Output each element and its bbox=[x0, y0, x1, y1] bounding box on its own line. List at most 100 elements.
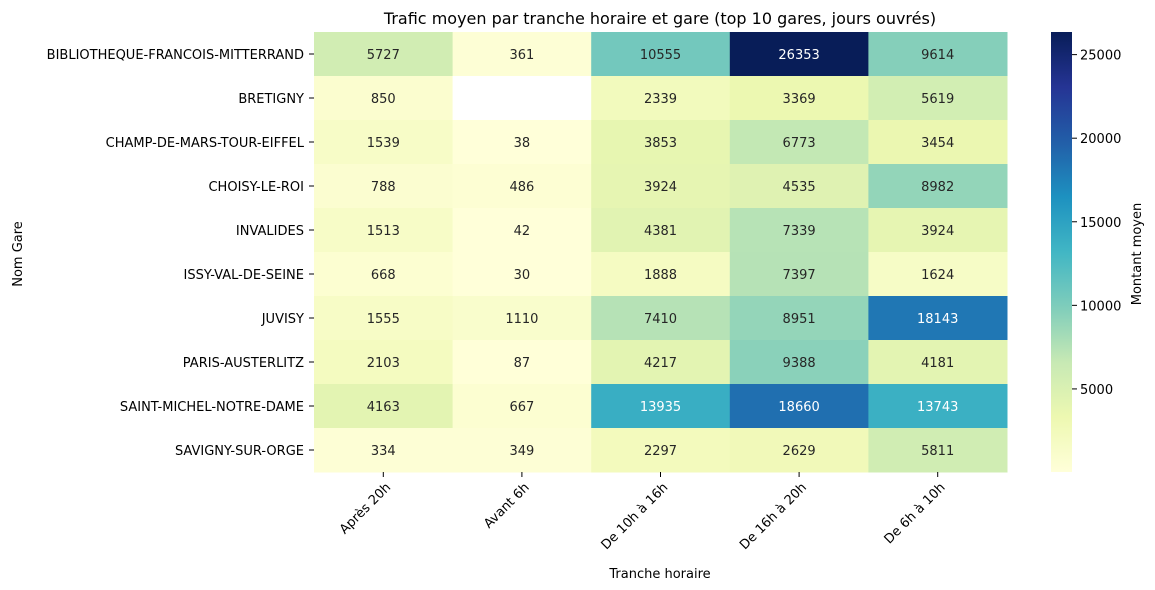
cell-value-label: 9388 bbox=[783, 356, 816, 371]
cell-value-label: 349 bbox=[509, 444, 534, 459]
cell-value-label: 1555 bbox=[367, 312, 400, 327]
cell-value-label: 2103 bbox=[367, 356, 400, 371]
cell-value-label: 87 bbox=[514, 356, 531, 371]
row-tick-label: CHAMP-DE-MARS-TOUR-EIFFEL bbox=[106, 136, 305, 151]
cell-value-label: 5619 bbox=[921, 92, 954, 107]
cell-value-label: 9614 bbox=[921, 48, 954, 63]
cell-value-label: 7397 bbox=[783, 268, 816, 283]
heatmap-cell-empty bbox=[452, 76, 592, 121]
row-tick-label: BIBLIOTHEQUE-FRANCOIS-MITTERRAND bbox=[47, 48, 304, 63]
column-tick-label: De 16h à 20h bbox=[737, 480, 810, 553]
row-tick-label: PARIS-AUSTERLITZ bbox=[183, 356, 304, 371]
heatmap-cell bbox=[314, 32, 454, 77]
heatmap-cell bbox=[452, 384, 592, 429]
heatmap-cell bbox=[868, 76, 1008, 121]
heatmap-cell bbox=[868, 384, 1008, 429]
cell-value-label: 4217 bbox=[644, 356, 677, 371]
heatmap-cell bbox=[314, 340, 454, 385]
heatmap-cell bbox=[868, 120, 1008, 165]
heatmap-cell bbox=[314, 384, 454, 429]
cell-value-label: 3924 bbox=[921, 224, 954, 239]
colorbar-ticks: 5000 10000 15000 20000 25000 bbox=[1072, 49, 1121, 398]
row-tick-label: SAINT-MICHEL-NOTRE-DAME bbox=[120, 400, 304, 415]
heatmap-cell bbox=[729, 296, 869, 341]
row-tick-label: BRETIGNY bbox=[238, 92, 304, 107]
cell-value-label: 667 bbox=[509, 400, 534, 415]
cell-value-label: 6773 bbox=[783, 136, 816, 151]
cell-value-label: 8982 bbox=[921, 180, 954, 195]
heatmap-cell bbox=[314, 76, 454, 121]
colorbar-tick-label: 5000 bbox=[1080, 383, 1113, 398]
heatmap-cell bbox=[591, 120, 731, 165]
cell-value-label: 13935 bbox=[640, 400, 681, 415]
colorbar: 5000 10000 15000 20000 25000 Montant moyen bbox=[1051, 32, 1145, 472]
row-tick-label: JUVISY bbox=[261, 312, 304, 327]
heatmap-cell bbox=[591, 32, 731, 77]
heatmap-cell bbox=[314, 296, 454, 341]
heatmap-cell bbox=[452, 164, 592, 209]
row-tick-labels: BIBLIOTHEQUE-FRANCOIS-MITTERRAND BRETIGNY… bbox=[47, 48, 314, 459]
colorbar-tick-label: 15000 bbox=[1080, 216, 1121, 231]
cell-value-label: 850 bbox=[371, 92, 396, 107]
heatmap-cell bbox=[729, 76, 869, 121]
heatmap-cell bbox=[452, 428, 592, 473]
colorbar-tick-label: 25000 bbox=[1080, 49, 1121, 64]
cell-value-label: 361 bbox=[509, 48, 534, 63]
colorbar-label: Montant moyen bbox=[1130, 203, 1145, 306]
heatmap-cell bbox=[591, 296, 731, 341]
row-tick-label: INVALIDES bbox=[236, 224, 304, 239]
heatmap-cell bbox=[868, 296, 1008, 341]
cell-value-label: 7339 bbox=[783, 224, 816, 239]
column-tick-labels: Après 20h Avant 6h De 10h à 16h De 16h à 20… bbox=[337, 472, 949, 553]
cell-value-label: 486 bbox=[509, 180, 534, 195]
cell-value-label: 5727 bbox=[367, 48, 400, 63]
cell-value-label: 1624 bbox=[921, 268, 954, 283]
heatmap-cell bbox=[314, 120, 454, 165]
cell-value-label: 334 bbox=[371, 444, 396, 459]
heatmap-cell bbox=[729, 32, 869, 77]
cell-value-label: 3454 bbox=[921, 136, 954, 151]
cell-value-label: 42 bbox=[514, 224, 531, 239]
heatmap-cell bbox=[729, 120, 869, 165]
heatmap-cell bbox=[591, 208, 731, 253]
cell-value-label: 30 bbox=[514, 268, 531, 283]
row-tick-label: ISSY-VAL-DE-SEINE bbox=[184, 268, 304, 283]
heatmap-cell bbox=[591, 252, 731, 297]
heatmap-cell bbox=[729, 384, 869, 429]
heatmap-cell bbox=[729, 428, 869, 473]
chart-title: Trafic moyen par tranche horaire et gare… bbox=[383, 9, 936, 28]
colorbar-tick-label: 20000 bbox=[1080, 132, 1121, 147]
heatmap-cell bbox=[452, 252, 592, 297]
cell-value-label: 26353 bbox=[778, 48, 819, 63]
column-tick-label: Avant 6h bbox=[481, 480, 532, 531]
cell-value-label: 2629 bbox=[783, 444, 816, 459]
row-tick-label: CHOISY-LE-ROI bbox=[208, 180, 304, 195]
cell-value-label: 4181 bbox=[921, 356, 954, 371]
cell-value-label: 788 bbox=[371, 180, 396, 195]
row-tick-label: SAVIGNY-SUR-ORGE bbox=[175, 444, 304, 459]
heatmap-cell bbox=[591, 76, 731, 121]
cell-value-label: 18143 bbox=[917, 312, 958, 327]
cell-value-label: 7410 bbox=[644, 312, 677, 327]
cell-value-label: 10555 bbox=[640, 48, 681, 63]
cell-value-label: 2339 bbox=[644, 92, 677, 107]
heatmap-cell bbox=[591, 164, 731, 209]
cell-value-label: 2297 bbox=[644, 444, 677, 459]
heatmap-cell bbox=[452, 32, 592, 77]
cell-value-label: 18660 bbox=[778, 400, 819, 415]
heatmap-cell bbox=[452, 120, 592, 165]
cell-value-label: 4381 bbox=[644, 224, 677, 239]
heatmap-cell bbox=[591, 428, 731, 473]
heatmap-cell bbox=[314, 208, 454, 253]
cell-value-label: 1513 bbox=[367, 224, 400, 239]
cell-value-label: 4535 bbox=[783, 180, 816, 195]
cell-value-label: 3369 bbox=[783, 92, 816, 107]
cell-value-label: 5811 bbox=[921, 444, 954, 459]
cell-value-label: 1539 bbox=[367, 136, 400, 151]
colorbar-gradient bbox=[1051, 32, 1072, 472]
y-axis-label: Nom Gare bbox=[11, 221, 26, 287]
heatmap-cell bbox=[868, 32, 1008, 77]
cell-value-label: 1888 bbox=[644, 268, 677, 283]
cell-value-label: 1110 bbox=[505, 312, 538, 327]
